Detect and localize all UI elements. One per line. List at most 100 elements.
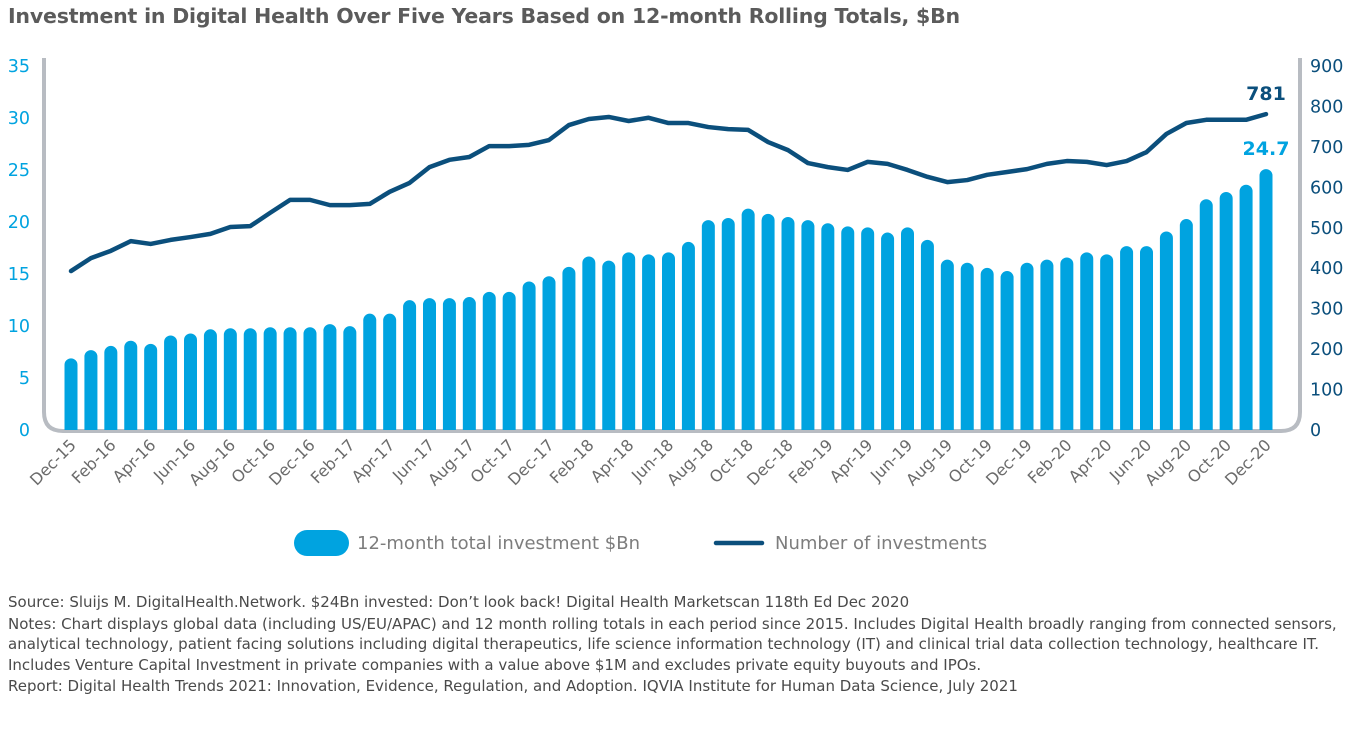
bar-Jan-18 <box>562 266 576 430</box>
bar-Feb-17 <box>343 326 357 430</box>
bar-Sep-18 <box>721 218 735 430</box>
bar-Jun-18 <box>662 252 675 430</box>
x-tick-label: Feb-19 <box>785 435 837 487</box>
bar-Jul-18 <box>681 241 695 430</box>
legend-line-label: Number of investments <box>775 533 987 554</box>
bar-Jun-16 <box>184 333 197 430</box>
bar-Mar-20 <box>1080 252 1094 430</box>
y-right-tick: 0 <box>1310 421 1321 441</box>
bar-Feb-19 <box>821 223 835 430</box>
x-tick-label: Feb-16 <box>68 435 120 487</box>
x-tick-label: Apr-19 <box>826 435 877 486</box>
bar-Jun-17 <box>423 298 436 430</box>
bar-Dec-19 <box>1020 262 1034 430</box>
bar-Mar-19 <box>841 226 855 430</box>
y-right-tick: 900 <box>1310 57 1343 77</box>
y-left-tick: 35 <box>8 57 30 77</box>
y-right-tick: 100 <box>1310 381 1343 401</box>
bar-Nov-18 <box>761 213 775 430</box>
y-left-tick: 25 <box>8 161 30 181</box>
bar-Jun-19 <box>901 227 914 430</box>
bar-Apr-19 <box>861 227 875 430</box>
bar-Apr-16 <box>144 343 158 430</box>
bar-data-label: 24.7 <box>1243 138 1290 160</box>
x-tick-label: Feb-18 <box>546 435 598 487</box>
bar-Jun-20 <box>1140 246 1153 430</box>
bar-Aug-18 <box>701 220 715 430</box>
bar-Jul-17 <box>442 298 456 430</box>
bar-Mar-16 <box>124 340 138 430</box>
chart-title: Investment in Digital Health Over Five Y… <box>8 4 960 28</box>
bar-Dec-18 <box>781 216 795 430</box>
bar-Aug-16 <box>223 328 237 430</box>
x-tick-label: Dec-15 <box>26 435 80 489</box>
x-tick-label: Apr-20 <box>1065 435 1116 486</box>
legend: 12-month total investment $Bn Number of … <box>294 530 987 556</box>
bar-Apr-20 <box>1100 254 1114 430</box>
x-tick-label: Feb-20 <box>1024 435 1076 487</box>
bar-Mar-18 <box>602 260 616 430</box>
bar-Jul-16 <box>203 329 217 430</box>
legend-bar-label: 12-month total investment $Bn <box>357 533 640 554</box>
bar-Jan-20 <box>1040 259 1054 430</box>
bar-Feb-16 <box>104 345 118 430</box>
y-right-tick: 400 <box>1310 259 1343 279</box>
x-tick-label: Feb-17 <box>307 435 359 487</box>
bar-Jul-19 <box>920 239 934 430</box>
bar-Aug-19 <box>940 259 954 430</box>
source-note: Source: Sluijs M. DigitalHealth.Network.… <box>8 593 910 611</box>
bar-May-16 <box>164 335 178 430</box>
plot-frame <box>42 58 1302 433</box>
bar-Mar-17 <box>363 313 377 430</box>
y-right-tick: 600 <box>1310 178 1343 198</box>
report-note: Report: Digital Health Trends 2021: Inno… <box>8 677 1018 695</box>
y-left-tick: 15 <box>8 265 30 285</box>
notes-text: Notes: Chart displays global data (inclu… <box>8 614 1337 674</box>
bar-Aug-17 <box>462 297 476 430</box>
bar-Sep-16 <box>243 328 257 430</box>
y-left-tick: 0 <box>19 421 30 441</box>
x-tick-label: Apr-17 <box>348 435 399 486</box>
bar-Jan-17 <box>323 324 337 430</box>
bar-Oct-19 <box>980 267 994 430</box>
bar-Jan-16 <box>84 350 98 430</box>
line-number-of-investments <box>68 111 1269 274</box>
bar-Dec-17 <box>542 276 556 430</box>
bar-Oct-18 <box>741 208 755 430</box>
y-left-tick: 5 <box>19 369 30 389</box>
bar-Oct-20 <box>1219 192 1233 430</box>
x-tick-label: Apr-16 <box>109 435 160 486</box>
bar-Dec-16 <box>303 327 317 430</box>
chart: 0 5 10 15 20 25 30 35 0 100 200 300 400 500 600 700 800… <box>8 57 1343 556</box>
bar-Sep-19 <box>960 262 974 430</box>
bar-Sep-20 <box>1199 199 1213 430</box>
bar-Jan-19 <box>801 220 815 430</box>
bar-Oct-17 <box>502 291 516 430</box>
bar-Aug-20 <box>1179 219 1193 430</box>
bar-Sep-17 <box>482 291 496 430</box>
y-left-tick: 20 <box>8 213 30 233</box>
bar-May-18 <box>642 254 656 430</box>
bar-Feb-20 <box>1060 257 1074 430</box>
bar-Dec-15 <box>64 358 78 430</box>
footnotes: Source: Sluijs M. DigitalHealth.Network.… <box>8 592 1348 698</box>
y-right-tick: 800 <box>1310 97 1343 117</box>
bar-Nov-19 <box>1000 271 1014 430</box>
bar-Oct-16 <box>263 327 277 430</box>
x-tick-label: Apr-18 <box>587 435 638 486</box>
y-left-tick: 10 <box>8 317 30 337</box>
bar-Apr-17 <box>383 313 397 430</box>
bar-Nov-17 <box>522 281 536 430</box>
bar-Jul-20 <box>1159 231 1173 430</box>
y-right-tick: 200 <box>1310 340 1343 360</box>
y-left-tick: 30 <box>8 109 30 129</box>
bar-May-19 <box>881 232 895 430</box>
y-right-tick: 300 <box>1310 300 1343 320</box>
bar-Dec-20 <box>1259 169 1273 430</box>
bar-Nov-20 <box>1239 184 1253 430</box>
bar-Feb-18 <box>582 256 596 430</box>
legend-bar-swatch <box>294 530 349 556</box>
bar-Nov-16 <box>283 327 297 430</box>
bar-Apr-18 <box>622 252 636 430</box>
y-right-tick: 700 <box>1310 138 1343 158</box>
